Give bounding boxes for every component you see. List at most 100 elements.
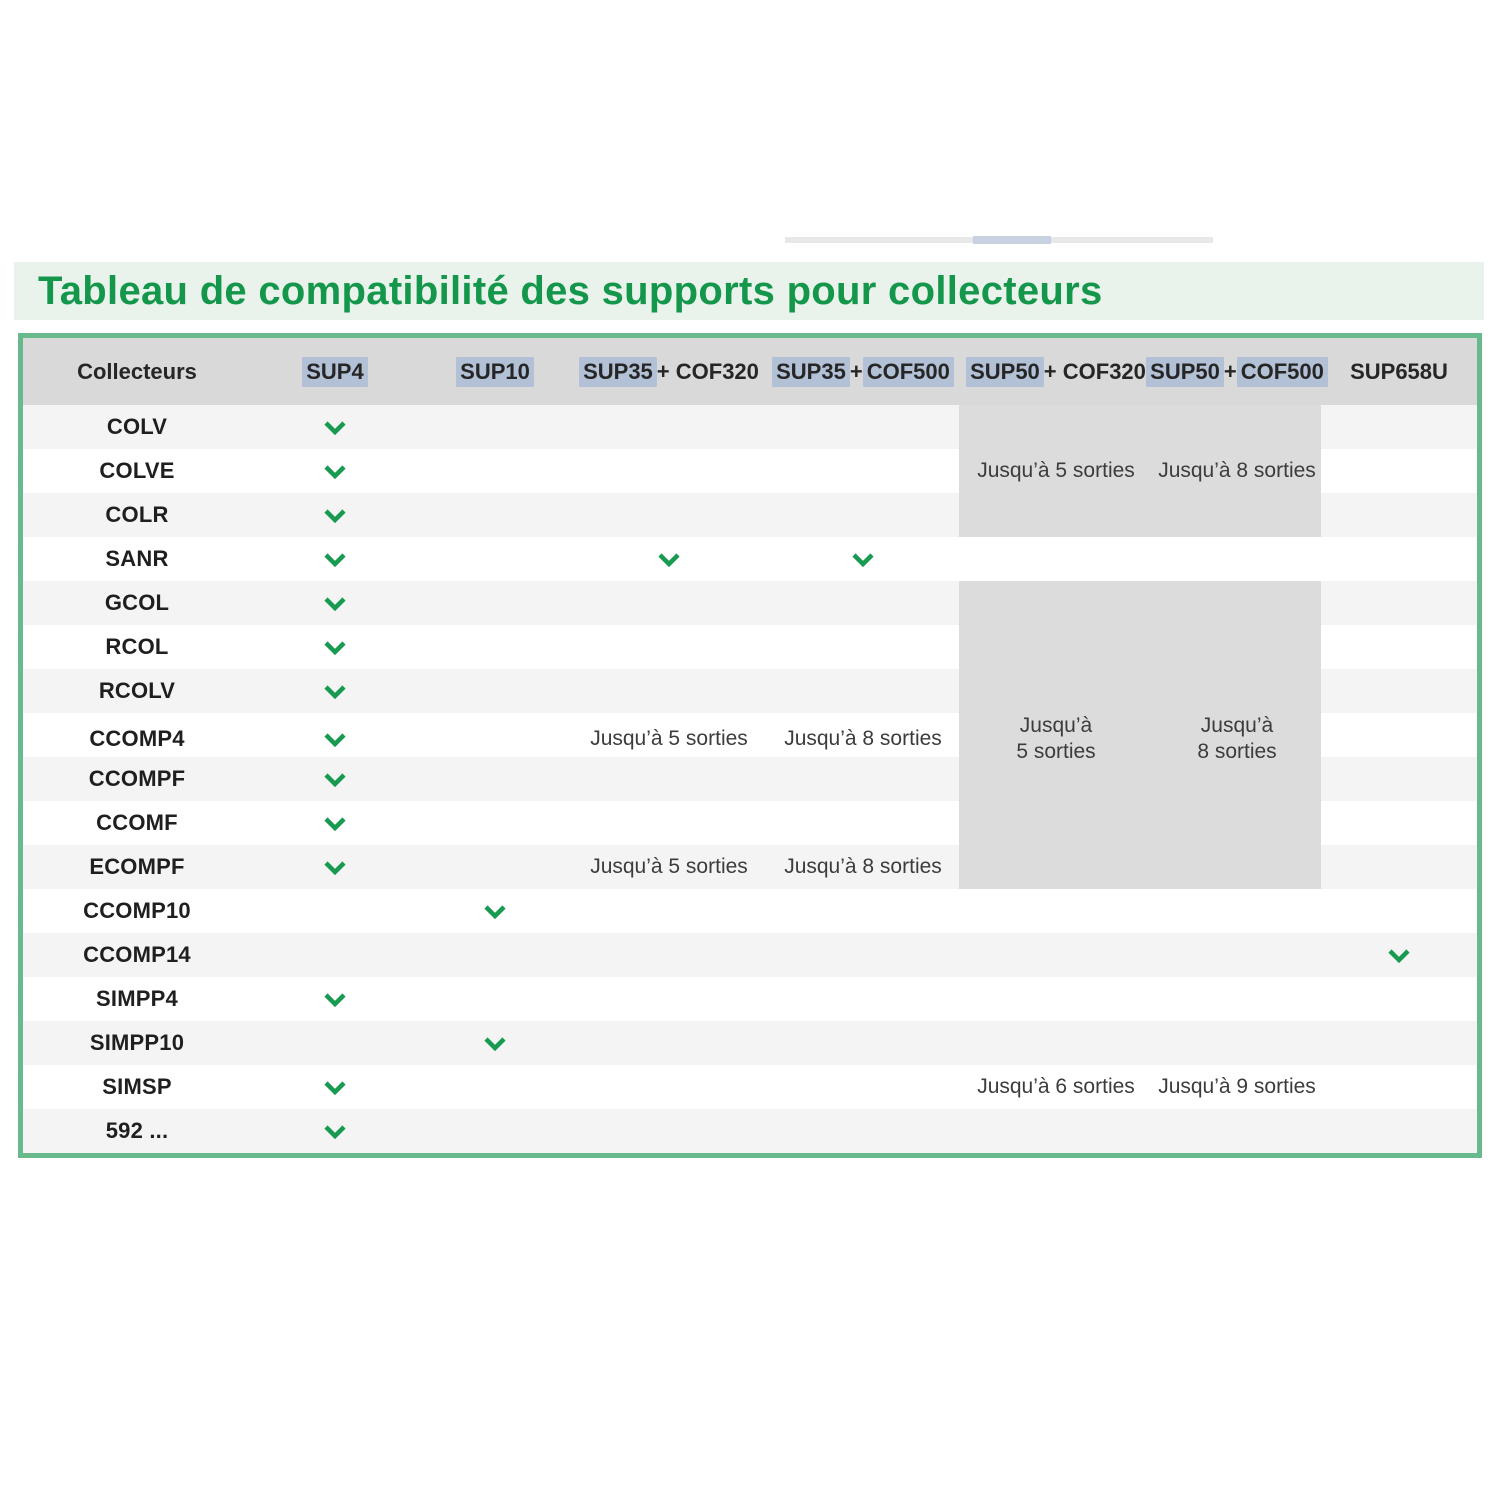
table-row: CCOMP14 — [23, 933, 1477, 977]
table-cell-empty — [251, 1021, 419, 1065]
table-cell-empty — [419, 801, 571, 845]
column-header-collecteurs: Collecteurs — [23, 338, 251, 405]
check-icon — [251, 1109, 419, 1153]
table-cell-empty — [1321, 801, 1477, 845]
header-text: + COF320 — [656, 358, 759, 384]
table-row: SIMSP Jusqu’à 6 sorties Jusqu’à 9 sorties — [23, 1065, 1477, 1109]
table-cell: Jusqu’à 8 sorties — [767, 845, 959, 889]
table-cell: Jusqu’à 8 sorties — [1153, 713, 1321, 765]
header-text-highlighted: SUP10 — [456, 356, 534, 387]
check-icon — [251, 493, 419, 537]
row-label: SANR — [105, 546, 169, 571]
table-cell-empty — [1321, 1109, 1477, 1153]
table-row: SANR — [23, 537, 1477, 581]
table-cell: Jusqu’à 5 sorties — [571, 713, 767, 765]
cell-text: Jusqu’à 8 sorties — [1197, 714, 1277, 763]
cropped-artifact-bar — [785, 236, 1213, 244]
check-icon — [251, 845, 419, 889]
check-icon — [251, 757, 419, 801]
table-row: 592 ... — [23, 1109, 1477, 1153]
column-header-sup35-cof320: SUP35 + COF320 — [571, 338, 767, 405]
table-row: COLR — [23, 493, 1477, 537]
check-icon — [251, 405, 419, 449]
cell-text: Jusqu’à 5 sorties — [590, 855, 748, 878]
table-cell-empty — [419, 1109, 571, 1153]
row-label: CCOMP10 — [83, 898, 191, 923]
header-text: + — [849, 358, 863, 384]
check-icon — [419, 1021, 571, 1065]
row-label: CCOMP4 — [89, 726, 185, 751]
table-cell-empty — [1153, 405, 1321, 449]
row-label: SIMSP — [102, 1074, 172, 1099]
cell-text: Jusqu’à 6 sorties — [977, 1075, 1135, 1098]
table-cell-empty — [959, 977, 1153, 1021]
column-header-sup10: SUP10 — [419, 338, 571, 405]
table-cell-empty — [1321, 757, 1477, 801]
check-icon — [571, 537, 767, 581]
column-header-sup658u: SUP658U — [1321, 338, 1477, 405]
table-cell-empty — [767, 889, 959, 933]
table-cell-empty — [571, 625, 767, 669]
row-label: CCOMPF — [88, 766, 186, 791]
table-cell-empty — [767, 933, 959, 977]
table-cell-empty — [419, 977, 571, 1021]
table-cell-empty — [959, 537, 1153, 581]
table-cell-empty — [1153, 845, 1321, 889]
row-label: COLR — [105, 502, 169, 527]
table-cell-empty — [959, 801, 1153, 845]
check-icon — [251, 537, 419, 581]
row-label: 592 ... — [105, 1118, 169, 1143]
check-icon — [251, 449, 419, 493]
table-row: CCOMP10 — [23, 889, 1477, 933]
table-cell-empty — [1321, 537, 1477, 581]
table-cell: Jusqu’à 5 sorties — [959, 449, 1153, 493]
table-cell-empty — [959, 845, 1153, 889]
table-cell-empty — [1153, 801, 1321, 845]
table-row: CCOMP4 Jusqu’à 5 sorties Jusqu’à 8 sorties… — [23, 713, 1477, 765]
table-cell-empty — [959, 1021, 1153, 1065]
row-label: CCOMF — [96, 810, 178, 835]
check-icon — [251, 669, 419, 713]
table-row: SIMPP10 — [23, 1021, 1477, 1065]
table-cell-empty — [767, 449, 959, 493]
header-text: + COF320 — [1043, 358, 1146, 384]
table-cell-empty — [571, 1065, 767, 1109]
table-cell-empty — [767, 1109, 959, 1153]
check-icon — [251, 625, 419, 669]
column-header-sup50-cof320: SUP50 + COF320 — [959, 338, 1153, 405]
page-title: Tableau de compatibilité des supports po… — [38, 268, 1103, 313]
table-cell-empty — [419, 449, 571, 493]
table-cell-empty — [571, 1021, 767, 1065]
table-cell-empty — [419, 405, 571, 449]
table-cell-empty — [959, 889, 1153, 933]
table-cell-empty — [1153, 625, 1321, 669]
table-cell-empty — [959, 493, 1153, 537]
table-cell-empty — [1321, 669, 1477, 713]
table-cell-empty — [571, 933, 767, 977]
cell-text: Jusqu’à 5 sorties — [590, 727, 748, 750]
check-icon — [767, 537, 959, 581]
header-text-highlighted: SUP50 — [1146, 356, 1224, 387]
table-cell-empty — [1321, 845, 1477, 889]
table-row: COLV — [23, 405, 1477, 449]
title-band: Tableau de compatibilité des supports po… — [14, 262, 1484, 320]
table-cell-empty — [767, 581, 959, 625]
table-cell-empty — [767, 977, 959, 1021]
table-cell-empty — [571, 669, 767, 713]
check-icon — [251, 581, 419, 625]
table-cell-empty — [1153, 757, 1321, 801]
row-label: SIMPP4 — [96, 986, 178, 1011]
table-row: ECOMPF Jusqu’à 5 sorties Jusqu’à 8 sorties — [23, 845, 1477, 889]
column-header-sup35-cof500: SUP35 + COF500 — [767, 338, 959, 405]
header-text: Collecteurs — [77, 358, 197, 384]
cell-text: Jusqu’à 5 sorties — [1016, 714, 1096, 763]
table-cell-empty — [1153, 1021, 1321, 1065]
header-text-highlighted: SUP35 — [579, 356, 657, 387]
table-cell-empty — [1153, 669, 1321, 713]
table-cell-empty — [1321, 581, 1477, 625]
cell-text: Jusqu’à 9 sorties — [1158, 1075, 1316, 1098]
row-label: CCOMP14 — [83, 942, 191, 967]
row-label: COLV — [106, 414, 168, 439]
table-cell-empty — [1321, 493, 1477, 537]
table-cell-empty — [1153, 933, 1321, 977]
